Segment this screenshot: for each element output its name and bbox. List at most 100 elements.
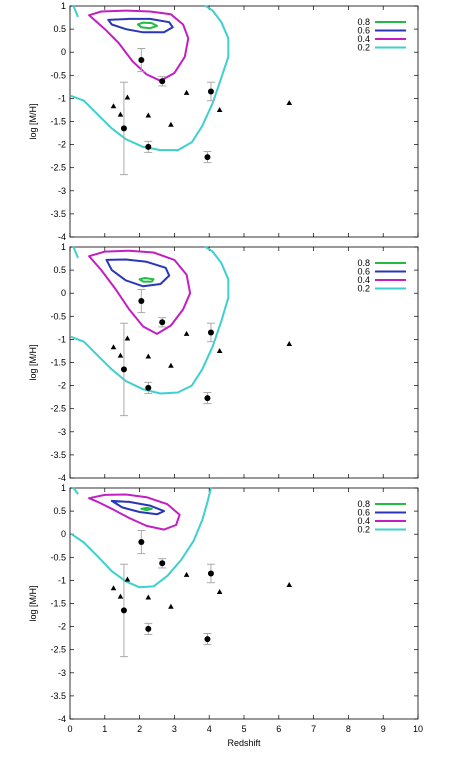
y-tick-label: -3 <box>58 427 66 437</box>
y-tick-label: -1.5 <box>50 599 66 609</box>
y-tick-label: -2.5 <box>50 404 66 414</box>
legend-label: 0.6 <box>357 26 370 36</box>
legend-label: 0.2 <box>357 284 370 294</box>
data-point-triangle <box>168 362 174 368</box>
data-point-circle <box>120 366 127 373</box>
contour-0-4 <box>88 493 181 531</box>
y-tick-label: 1 <box>61 242 66 252</box>
legend-label: 0.8 <box>357 258 370 268</box>
y-tick-label: -3.5 <box>50 691 66 701</box>
y-tick-label: -4 <box>58 232 66 242</box>
data-point-triangle <box>286 341 293 347</box>
x-tick-label: 4 <box>207 724 212 734</box>
contour-0-8 <box>136 21 158 30</box>
data-point-circle <box>207 88 214 95</box>
legend-label: 0.4 <box>357 275 370 285</box>
contour-0-2 <box>70 487 212 589</box>
y-tick-label: 0.5 <box>53 506 66 516</box>
chart-panel-bottom: 10.50-0.5-1-1.5-2-2.5-3-3.5-40 1 2 3 4 5 6 7 8 9 1… <box>28 483 423 748</box>
data-point-circle <box>145 384 152 391</box>
y-axis-title: log [M/H] <box>28 103 38 139</box>
data-point-circle <box>159 319 166 326</box>
chart-panel-top: 1 0.5 0 -0.5 -1 -1.5 -2 -2.5 -3 -3.5 -4 log [M/H] 0.… <box>28 1 419 242</box>
y-tick-label: -4 <box>58 473 66 483</box>
data-point-triangle <box>124 576 131 582</box>
y-tick-label: -2.5 <box>50 645 66 655</box>
data-point-triangle <box>124 335 131 341</box>
contour-0-2 <box>72 5 79 18</box>
legend-label: 0.4 <box>357 34 370 44</box>
y-axis-title: log [M/H] <box>28 585 38 621</box>
y-tick-label: -2 <box>58 140 66 150</box>
x-tick-label: 1 <box>102 724 107 734</box>
contour-0-2 <box>72 487 79 495</box>
y-axis-title: log [M/H] <box>28 344 38 380</box>
data-point-triangle <box>216 347 223 353</box>
y-tick-label: -2 <box>58 622 66 632</box>
data-point-triangle <box>168 121 174 127</box>
contour-0-6 <box>107 17 174 34</box>
x-tick-label: 2 <box>137 724 142 734</box>
y-tick-label: 1 <box>61 1 66 11</box>
x-tick-label: 0 <box>67 724 72 734</box>
data-point-triangle <box>216 106 223 112</box>
data-point-circle <box>159 560 166 567</box>
data-point-triangle <box>117 352 124 358</box>
data-point-circle <box>204 154 211 161</box>
x-tick-label: 3 <box>172 724 177 734</box>
data-point-circle <box>145 625 152 632</box>
y-tick-label: -1 <box>58 334 66 344</box>
y-tick-label: -3.5 <box>50 450 66 460</box>
data-point-triangle <box>145 112 152 118</box>
legend-label: 0.2 <box>357 43 370 53</box>
legend-label: 0.8 <box>357 17 370 27</box>
contour-0-2 <box>70 246 230 395</box>
data-point-triangle <box>110 103 117 109</box>
y-tick-label: -2.5 <box>50 163 66 173</box>
data-point-triangle <box>286 100 293 106</box>
data-point-triangle <box>110 585 117 591</box>
x-tick-label: 8 <box>346 724 351 734</box>
contour-0-4 <box>88 249 192 335</box>
data-point-circle <box>204 636 211 643</box>
y-tick-label: -0.5 <box>50 552 66 562</box>
data-point-triangle <box>124 94 131 100</box>
y-tick-label: -1.5 <box>50 117 66 127</box>
y-tick-label: -1 <box>58 575 66 585</box>
x-tick-label: 10 <box>413 724 423 734</box>
contour-0-6 <box>105 258 171 288</box>
data-point-circle <box>207 329 214 336</box>
y-tick-label: 0 <box>61 529 66 539</box>
chart-panel-middle: 1 0.5 0 -0.5 -1 -1.5 -2 -2.5 -3 -3.5 -4 log [M/H] 0.… <box>28 242 419 483</box>
data-point-triangle <box>117 111 124 117</box>
y-tick-label: -0.5 <box>50 311 66 321</box>
contour-0-4 <box>88 9 190 82</box>
y-tick-label: 0 <box>61 288 66 298</box>
x-axis-title: Redshift <box>227 738 261 748</box>
legend-label: 0.4 <box>357 516 370 526</box>
data-point-circle <box>120 607 127 614</box>
y-tick-label: -3 <box>58 668 66 678</box>
contour-0-6 <box>110 499 165 516</box>
y-tick-label: -4 <box>58 714 66 724</box>
data-point-triangle <box>110 344 117 350</box>
contour-0-2 <box>70 5 230 152</box>
data-point-circle <box>145 143 152 150</box>
data-point-triangle <box>216 588 223 594</box>
data-point-circle <box>138 57 145 64</box>
x-tick-label: 6 <box>276 724 281 734</box>
x-tick-label: 5 <box>241 724 246 734</box>
contour-0-8 <box>140 506 153 512</box>
data-point-triangle <box>183 330 190 336</box>
data-point-triangle <box>117 593 124 599</box>
legend-label: 0.6 <box>357 267 370 277</box>
data-point-circle <box>120 125 127 132</box>
data-point-circle <box>207 570 214 577</box>
data-point-circle <box>204 395 211 402</box>
data-point-triangle <box>145 353 152 359</box>
data-point-triangle <box>145 594 152 600</box>
data-point-triangle <box>286 582 293 588</box>
x-tick-label: 7 <box>311 724 316 734</box>
data-point-triangle <box>183 89 190 95</box>
